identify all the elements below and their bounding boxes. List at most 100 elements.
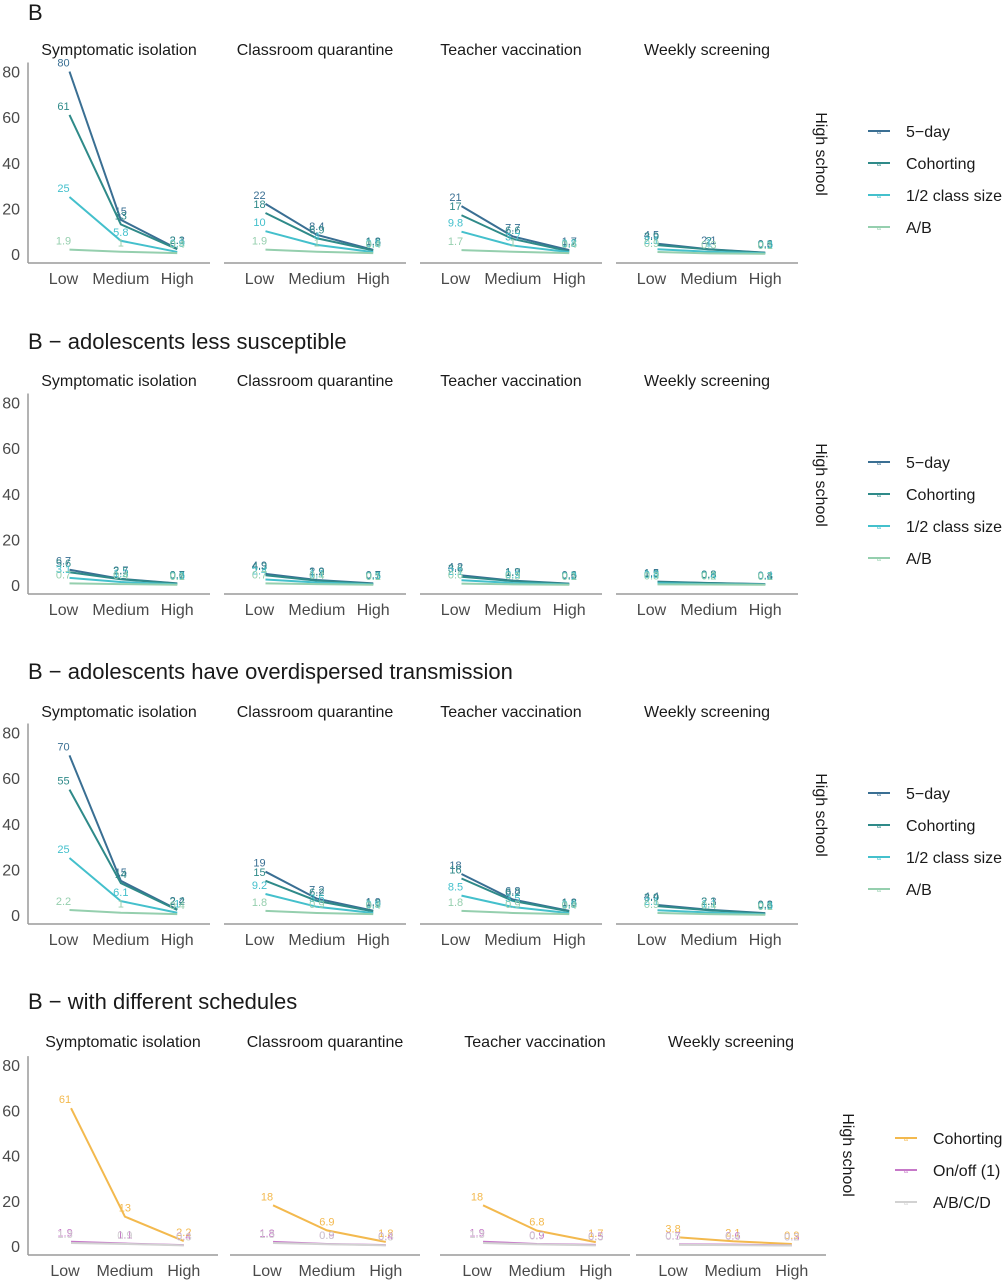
data-label: 1: [510, 238, 516, 250]
data-label: 3.6: [448, 563, 463, 575]
data-label: 0.3: [784, 1231, 799, 1243]
y-tick-label: 40: [2, 817, 20, 834]
facet-panel: Weekly screening Low Medium High 4.4 2.3 0.8 3.…: [616, 704, 798, 949]
data-label: 7.2: [309, 885, 324, 897]
data-label: 2.2: [56, 896, 71, 908]
data-label: 0.4: [113, 570, 128, 582]
data-label: 61: [57, 101, 69, 113]
legend-entry-label: 5−day: [906, 786, 950, 803]
series-line: [265, 212, 374, 252]
y-tick-label: 40: [2, 156, 20, 173]
legend-entry-label: Cohorting: [933, 1131, 1002, 1148]
data-label: 0.1: [170, 571, 185, 583]
series-line: [68, 789, 178, 911]
y-tick-label: 20: [2, 1194, 20, 1211]
facet-strip-label: Symptomatic isolation: [41, 704, 197, 721]
facet-panel: Symptomatic isolation Low Medium High 6.7 2.7…: [28, 373, 210, 619]
x-tick-label: Low: [658, 1263, 688, 1280]
row-strip-label: High school: [839, 1113, 856, 1197]
data-label: 2.1: [644, 235, 659, 247]
data-label: 0.3: [758, 900, 773, 912]
data-label: 0.8: [562, 238, 577, 250]
data-label: 0.8: [562, 899, 577, 911]
chart-title: B − with different schedules: [28, 989, 297, 1014]
data-label: 15: [115, 206, 127, 218]
data-label: 0.4: [758, 570, 773, 582]
data-label: 5.8: [113, 227, 128, 239]
data-label: 25: [57, 183, 69, 195]
x-tick-label: Low: [245, 602, 275, 619]
x-tick-label: Medium: [298, 1263, 355, 1280]
data-label: 1.3: [259, 1229, 274, 1241]
data-label: 15: [253, 867, 265, 879]
data-label: 1.5: [644, 568, 659, 580]
data-label: 0.7: [170, 569, 185, 581]
series-line: [69, 248, 178, 255]
y-tick-label: 60: [2, 110, 20, 127]
series-line: [657, 250, 766, 255]
row-strip-label: High school: [812, 773, 829, 857]
data-label: 0.3: [378, 1231, 393, 1243]
data-label: 3.8: [665, 1223, 680, 1235]
data-label: 55: [57, 776, 69, 788]
data-label: 0.4: [378, 1231, 393, 1243]
y-tick-label: 80: [2, 1058, 20, 1075]
legend-key-glyph: a: [877, 129, 881, 136]
data-label: 0.3: [701, 239, 716, 251]
row-strip-label: High school: [812, 112, 829, 196]
data-label: 1.8: [378, 1228, 393, 1240]
data-label: 10: [253, 217, 265, 229]
facet-strip-label: Classroom quarantine: [237, 704, 394, 721]
data-label: 0.9: [644, 899, 659, 911]
data-label: 0.5: [562, 570, 577, 582]
data-label: 0.3: [758, 570, 773, 582]
data-label: 2.2: [170, 896, 185, 908]
x-tick-label: Low: [50, 1263, 80, 1280]
x-tick-label: High: [161, 932, 194, 949]
data-label: 1.3: [644, 568, 659, 580]
data-label: 1: [174, 899, 180, 911]
x-tick-label: Low: [49, 271, 79, 288]
data-label: 1.7: [505, 567, 520, 579]
legend: a Cohorting a On/off (1) a A/B/C/D: [895, 1131, 1002, 1212]
series-line: [657, 911, 766, 916]
data-label: 61: [59, 1094, 71, 1106]
data-label: 18: [471, 1191, 483, 1203]
chart-title: B − adolescents have overdispersed trans…: [28, 659, 513, 684]
legend-entry-label: A/B: [906, 551, 932, 568]
facet-panel: Teacher vaccination Low Medium High 21 7.7 1.7…: [420, 42, 602, 288]
facet-strip-label: Weekly screening: [644, 373, 770, 390]
facet-strip-label: Weekly screening: [644, 704, 770, 721]
data-label: 0.9: [505, 899, 520, 911]
y-tick-label: 20: [2, 532, 20, 549]
legend-entry-label: Cohorting: [906, 487, 975, 504]
legend-key-glyph: a: [904, 1168, 908, 1175]
x-tick-label: Medium: [508, 1263, 565, 1280]
data-label: 0.8: [701, 569, 716, 581]
data-label: 0.9: [784, 1230, 799, 1242]
data-label: 0.7: [366, 569, 381, 581]
data-label: 1.6: [366, 236, 381, 248]
series-line: [265, 879, 374, 913]
x-tick-label: Low: [252, 1263, 282, 1280]
series-line: [69, 908, 178, 916]
data-label: 1.3: [469, 1229, 484, 1241]
y-tick-label: 80: [2, 65, 20, 82]
data-label: 1.7: [448, 236, 463, 248]
facet-strip-label: Symptomatic isolation: [45, 1034, 201, 1051]
data-label: 0.5: [366, 570, 381, 582]
x-tick-label: High: [161, 271, 194, 288]
facet-strip-label: Classroom quarantine: [237, 373, 394, 390]
data-label: 0.7: [56, 569, 71, 581]
data-label: 1.8: [259, 1228, 274, 1240]
data-label: 0.4: [170, 239, 185, 251]
data-label: 0.5: [665, 1231, 680, 1243]
data-label: 1.9: [57, 1228, 72, 1240]
data-label: 2.1: [725, 1227, 740, 1239]
legend-key-glyph: a: [877, 791, 881, 798]
legend-key-glyph: a: [904, 1136, 908, 1143]
data-label: 0.6: [448, 570, 463, 582]
legend-key-glyph: a: [877, 161, 881, 168]
data-label: 0.6: [758, 239, 773, 251]
